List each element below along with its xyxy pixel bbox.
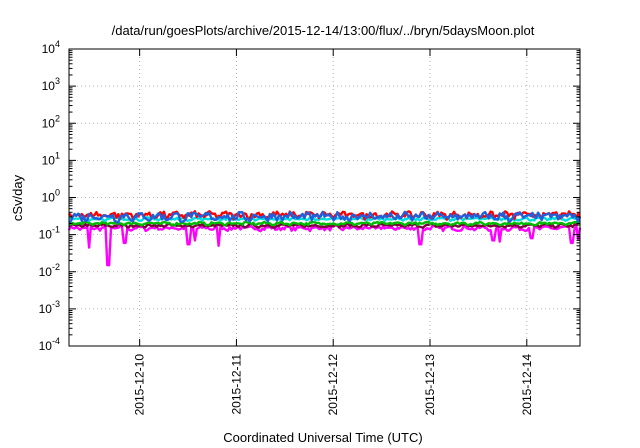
x-tick-label: 2015-12-11 (229, 354, 243, 415)
x-tick-label: 2015-12-12 (326, 354, 340, 416)
series-line-3 (68, 220, 581, 227)
series-line-2 (68, 222, 581, 229)
series-group (67, 209, 582, 267)
x-tick-label: 2015-12-13 (423, 354, 437, 416)
y-tick-label: 10-3 (39, 299, 60, 316)
y-axis-label: cSv/day (10, 174, 25, 221)
chart-title: /data/run/goesPlots/archive/2015-12-14/1… (112, 23, 535, 38)
y-tick-label: 10-2 (39, 262, 60, 279)
x-axis-label: Coordinated Universal Time (UTC) (223, 430, 422, 445)
y-tick-label: 104 (42, 39, 60, 56)
ticks: 10-4 10-3 10-2 10-1 100 101 102 103 104 2015-12-1… (39, 39, 580, 415)
series-line-1 (67, 224, 582, 267)
series-line-6 (68, 210, 582, 224)
grid (69, 49, 580, 346)
y-tick-label: 102 (42, 113, 60, 130)
y-tick-label: 10-4 (39, 336, 60, 353)
y-tick-label: 103 (42, 76, 60, 93)
y-tick-label: 100 (42, 188, 60, 205)
y-tick-label: 101 (42, 150, 60, 167)
x-tick-label: 2015-12-14 (520, 354, 534, 416)
x-tick-label: 2015-12-10 (133, 354, 147, 416)
y-tick-label: 10-1 (39, 225, 60, 242)
